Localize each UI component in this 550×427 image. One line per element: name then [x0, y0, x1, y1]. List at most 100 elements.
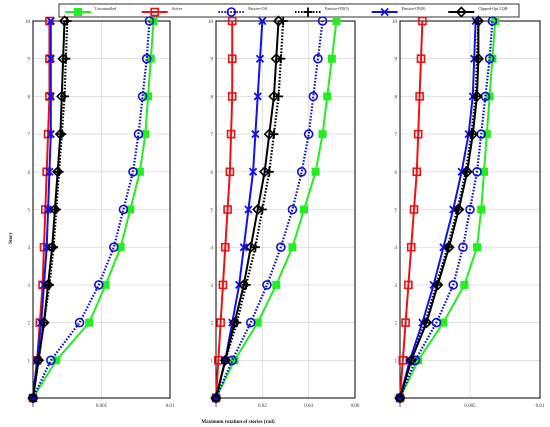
data-point: [46, 54, 55, 63]
x-tick-label: 0.01: [166, 404, 175, 409]
data-point: [416, 54, 426, 64]
data-point: [49, 203, 61, 216]
series-clipped-opt-lqr: [210, 15, 285, 404]
data-point: [448, 280, 459, 290]
x-tick-label: 0.04: [304, 404, 313, 409]
legend-marker: [150, 7, 159, 17]
series-line: [398, 20, 494, 399]
legend: Uncontrolled Active Passive-Off Passive-ON(…: [58, 3, 520, 18]
legend-marker: [74, 8, 82, 16]
data-point: [404, 280, 413, 290]
legend-label: Uncontrolled: [95, 6, 116, 11]
y-tick-label: 6: [211, 171, 214, 176]
data-point: [245, 241, 257, 253]
data-point: [327, 54, 336, 63]
series-line: [399, 20, 424, 399]
legend-marker: [226, 7, 237, 17]
y-tick-label: 10: [25, 20, 31, 25]
series-line: [399, 21, 480, 399]
y-tick-label: 6: [395, 171, 398, 176]
legend-marker: [303, 7, 313, 17]
data-point: [252, 203, 264, 216]
y-tick-label: 8: [28, 95, 31, 100]
data-point: [245, 317, 256, 328]
data-point: [394, 392, 406, 404]
legend-entry-passive-on-9: Passive-ON(9): [371, 6, 426, 17]
data-point: [58, 15, 71, 27]
y-tick-label: 9: [395, 58, 398, 63]
data-point: [258, 16, 267, 26]
data-point: [141, 53, 152, 64]
data-point: [109, 242, 119, 252]
y-tick-label: 8: [395, 95, 398, 100]
data-point: [467, 128, 479, 140]
data-point: [303, 129, 314, 139]
legend-entry-passive-off: Passive-Off: [218, 6, 268, 17]
data-point: [118, 204, 129, 215]
data-point: [227, 16, 237, 26]
data-point: [93, 280, 104, 290]
data-point: [308, 91, 319, 102]
y-tick-label: 5: [211, 209, 214, 214]
data-point: [276, 242, 286, 252]
data-point: [296, 167, 307, 177]
series-passive-off: [211, 16, 328, 403]
data-point: [317, 16, 328, 26]
data-point: [288, 243, 297, 252]
data-point: [453, 203, 465, 216]
data-point: [220, 242, 230, 252]
legend-label: Passive-Off: [248, 6, 267, 11]
data-point: [144, 16, 155, 26]
x-tick-label: 0.02: [258, 404, 267, 409]
y-tick-label: 3: [395, 284, 398, 289]
data-point: [332, 17, 341, 25]
data-point: [227, 54, 237, 64]
y-tick-label: 8: [211, 95, 214, 100]
series-line: [398, 20, 480, 399]
data-point: [443, 241, 455, 253]
x-tick-label: 0: [215, 404, 218, 409]
data-point: [133, 129, 144, 139]
series-uncontrolled: [29, 17, 158, 402]
data-point: [57, 53, 69, 65]
data-point: [251, 129, 260, 139]
data-point: [418, 16, 427, 26]
y-tick-label: 4: [211, 246, 214, 251]
series-passive-on-9: [28, 16, 55, 403]
data-point: [412, 167, 422, 177]
data-point: [223, 205, 232, 214]
data-point: [420, 316, 433, 329]
y-tick-label: 5: [28, 209, 31, 214]
legend-entry-clipped-opt-lqr: Clipped-Opt LQR: [448, 6, 508, 18]
y-tick-label: 6: [28, 171, 31, 176]
plot-frame: [32, 20, 171, 399]
data-point: [465, 204, 475, 215]
data-point: [259, 166, 271, 178]
data-point: [431, 317, 442, 328]
data-point: [27, 392, 39, 404]
data-point: [268, 90, 280, 103]
data-point: [219, 354, 231, 366]
data-point: [226, 129, 236, 139]
data-point: [248, 167, 258, 176]
y-tick-label: 3: [211, 284, 214, 289]
legend-entry-uncontrolled: Uncontrolled: [65, 6, 116, 16]
series-line: [32, 20, 66, 399]
y-tick-label: 10: [392, 20, 398, 25]
series-clipped-opt-lqr: [394, 15, 485, 404]
data-point: [45, 167, 54, 176]
y-tick-label: 2: [395, 322, 398, 327]
data-point: [263, 128, 275, 140]
data-point: [313, 53, 323, 64]
legend-label: Active: [172, 6, 183, 11]
data-point: [415, 92, 424, 101]
series-line: [215, 20, 280, 399]
data-point: [472, 167, 482, 177]
data-point: [45, 54, 54, 64]
x-tick-label: 0: [399, 404, 402, 409]
data-point: [52, 166, 64, 178]
